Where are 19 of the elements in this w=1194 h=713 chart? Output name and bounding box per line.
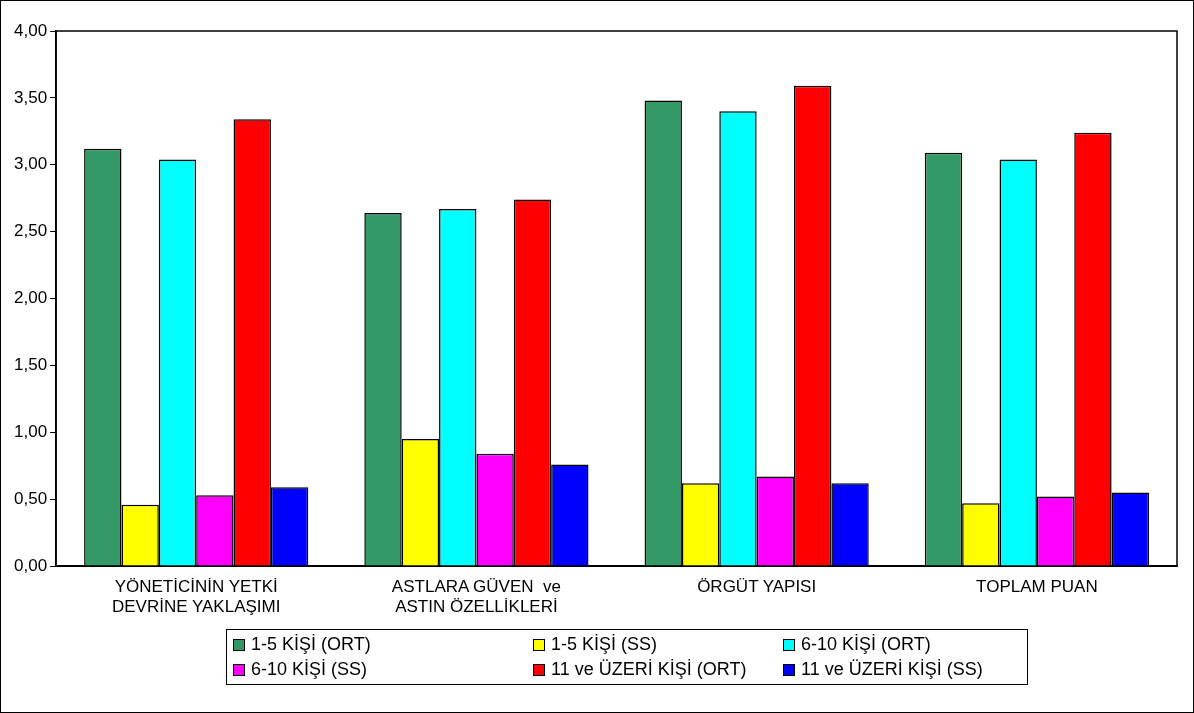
legend-label: 6-10 KİŞİ (ORT): [801, 634, 931, 655]
y-tick-label: 0,50: [13, 488, 48, 508]
legend-label: 11 ve ÜZERİ KİŞİ (ORT): [551, 659, 747, 680]
legend-label: 1-5 KİŞİ (ORT): [251, 634, 371, 655]
y-tick-label: 2,50: [13, 221, 48, 241]
legend-label: 6-10 KİŞİ (SS): [251, 659, 368, 680]
legend-label: 11 ve ÜZERİ KİŞİ (SS): [801, 659, 983, 680]
x-tick-label: ASTLARA GÜVEN ve ASTIN ÖZELLİKLERİ: [391, 577, 561, 617]
x-tick-label: ÖRGÜT YAPISI: [697, 577, 817, 597]
y-tick-label: 3,50: [13, 87, 48, 107]
legend-label: 1-5 KİŞİ (SS): [551, 634, 658, 655]
y-tick-label: 1,50: [13, 355, 48, 375]
y-tick-label: 0,00: [13, 555, 48, 575]
y-tick-label: 1,00: [13, 422, 48, 442]
y-tick-label: 3,00: [13, 154, 48, 174]
x-tick-label: YÖNETİCİNİN YETKİ DEVRİNE YAKLAŞIMI: [111, 577, 281, 617]
y-tick-label: 2,00: [13, 288, 48, 308]
y-tick-label: 4,00: [13, 20, 48, 40]
x-tick-label: TOPLAM PUAN: [976, 577, 1098, 597]
